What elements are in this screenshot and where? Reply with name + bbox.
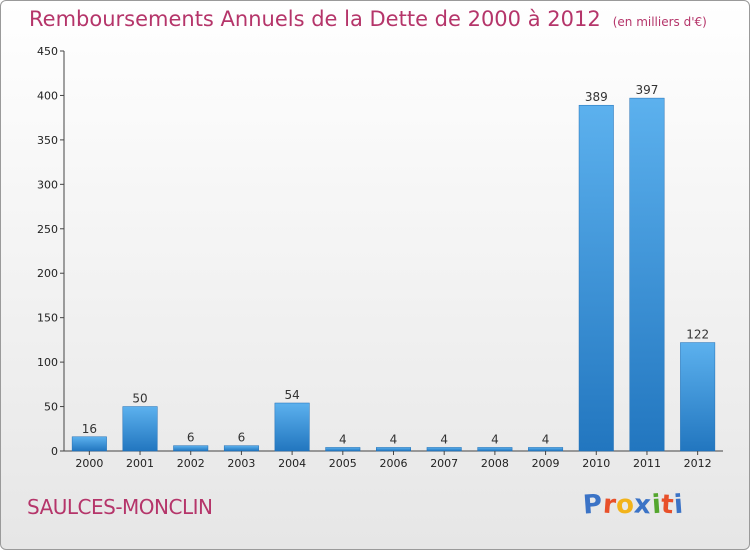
y-tick-label: 450 — [37, 45, 58, 58]
y-tick-label: 0 — [51, 445, 58, 458]
value-label-2001: 50 — [132, 392, 147, 406]
value-label-2010: 389 — [585, 90, 608, 104]
x-tick-label-2003: 2003 — [227, 457, 255, 470]
x-tick-label-2002: 2002 — [177, 457, 205, 470]
x-tick-label-2009: 2009 — [532, 457, 560, 470]
logo-letter: P — [581, 489, 604, 521]
y-tick-label: 300 — [37, 178, 58, 191]
value-label-2011: 397 — [636, 83, 659, 97]
x-tick-label-2001: 2001 — [126, 457, 154, 470]
value-label-2003: 6 — [238, 431, 246, 445]
bar-2007 — [426, 447, 462, 452]
bar-2008 — [477, 447, 513, 452]
y-tick-label: 50 — [44, 401, 58, 414]
x-tick-label-2005: 2005 — [329, 457, 357, 470]
value-label-2007: 4 — [440, 432, 448, 446]
bar-2000 — [71, 436, 107, 452]
y-tick-label: 200 — [37, 267, 58, 280]
y-tick-label: 250 — [37, 223, 58, 236]
bar-2009 — [528, 447, 564, 452]
logo-letter: i — [672, 489, 685, 521]
x-tick-label-2000: 2000 — [75, 457, 103, 470]
value-label-2002: 6 — [187, 431, 195, 445]
x-tick-label-2010: 2010 — [582, 457, 610, 470]
chart-unit: (en milliers d'€) — [612, 15, 707, 29]
x-tick-label-2006: 2006 — [380, 457, 408, 470]
bar-2012 — [680, 342, 716, 452]
bar-2004 — [274, 402, 310, 452]
value-label-2004: 54 — [284, 388, 299, 402]
x-tick-label-2004: 2004 — [278, 457, 306, 470]
proxiti-logo: Proxiti — [581, 489, 685, 521]
bar-2011 — [629, 97, 665, 452]
value-label-2005: 4 — [339, 432, 347, 446]
value-label-2012: 122 — [686, 328, 709, 342]
bar-2006 — [376, 447, 411, 452]
y-tick-label: 150 — [37, 312, 58, 325]
bar-2002 — [173, 445, 209, 452]
chart-title: Remboursements Annuels de la Dette de 20… — [29, 7, 707, 31]
value-label-2000: 16 — [82, 422, 97, 436]
bar-2001 — [122, 406, 158, 452]
value-label-2006: 4 — [390, 432, 398, 446]
value-label-2009: 4 — [542, 432, 550, 446]
y-tick-label: 400 — [37, 89, 58, 102]
bar-2005 — [325, 447, 361, 452]
bar-2010 — [578, 104, 614, 452]
x-tick-label-2011: 2011 — [633, 457, 661, 470]
x-tick-label-2007: 2007 — [430, 457, 458, 470]
value-label-2008: 4 — [491, 432, 499, 446]
chart-title-text: Remboursements Annuels de la Dette de 20… — [29, 7, 601, 31]
commune-name: SAULCES-MONCLIN — [27, 495, 213, 519]
logo-letter: x — [633, 489, 653, 521]
y-tick-label: 100 — [37, 356, 58, 369]
bar-2003 — [223, 445, 259, 452]
y-tick-label: 350 — [37, 134, 58, 147]
x-tick-label-2008: 2008 — [481, 457, 509, 470]
x-tick-label-2012: 2012 — [684, 457, 712, 470]
